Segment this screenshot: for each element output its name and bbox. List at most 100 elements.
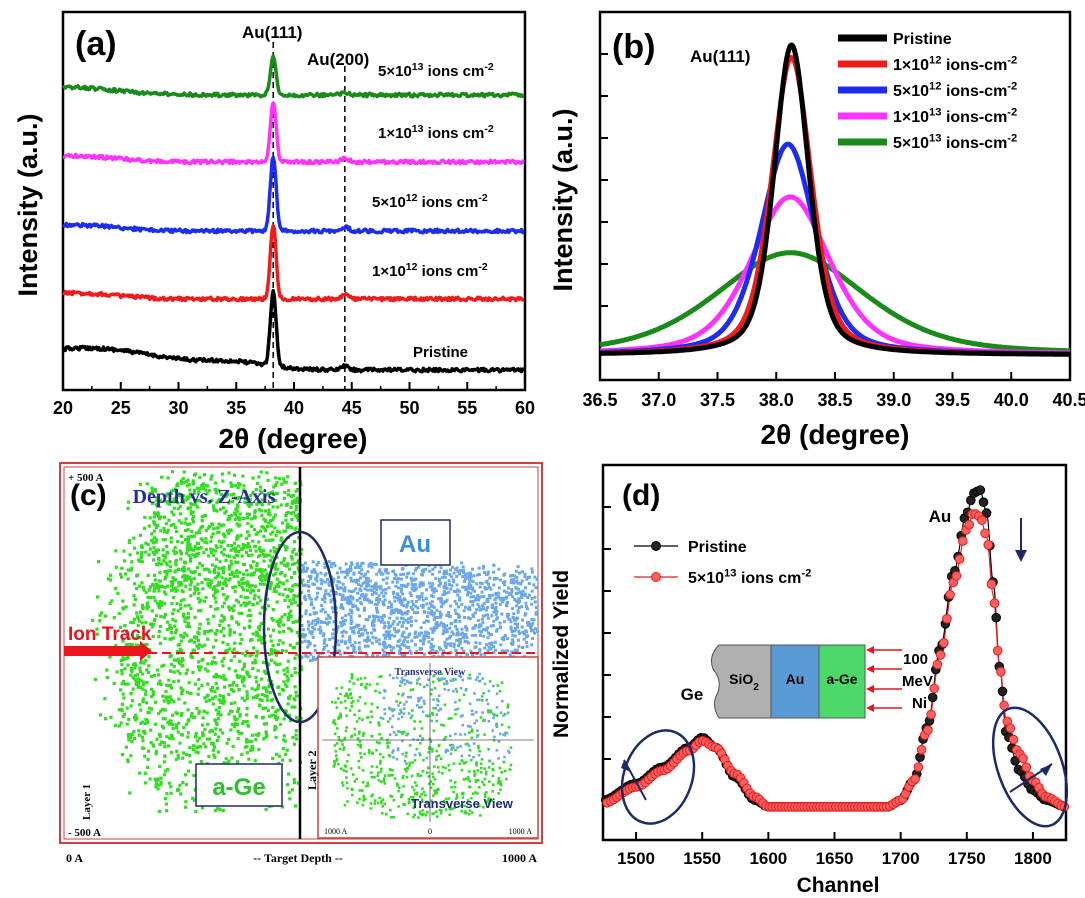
au-atom xyxy=(492,583,496,587)
inset-ge-atom xyxy=(376,706,379,709)
au-atom xyxy=(478,608,482,612)
ge-atom xyxy=(182,470,186,474)
ge-atom xyxy=(224,649,228,653)
ge-atom xyxy=(206,637,210,641)
au-atom xyxy=(338,652,342,656)
au-atom xyxy=(393,634,397,638)
inset-ge-atom xyxy=(408,764,411,767)
ge-atom xyxy=(147,664,151,668)
au-atom xyxy=(359,576,362,580)
au-atom xyxy=(311,560,315,564)
au-atom xyxy=(332,562,336,565)
ge-atom xyxy=(266,478,270,482)
au-atom xyxy=(510,578,514,582)
ge-atom xyxy=(191,571,195,575)
au-atom xyxy=(438,615,442,619)
inset-ge-atom xyxy=(415,784,418,787)
ge-atom xyxy=(146,595,150,599)
ge-atom xyxy=(237,549,241,554)
ge-atom xyxy=(234,496,238,500)
ge-atom xyxy=(181,781,185,785)
ge-atom xyxy=(190,547,194,552)
ge-atom xyxy=(168,695,172,699)
ge-atom xyxy=(295,561,300,565)
au-atom xyxy=(526,623,530,627)
ge-atom xyxy=(224,597,228,601)
au-atom xyxy=(368,579,372,583)
beam-arrowhead-icon xyxy=(866,646,874,654)
ge-atom xyxy=(126,663,130,667)
ge-atom xyxy=(158,600,162,604)
ge-atom xyxy=(216,583,220,587)
ge-atom xyxy=(191,479,195,483)
au-atom xyxy=(467,616,470,620)
au-atom xyxy=(525,641,529,645)
inset-ge-atom xyxy=(379,759,382,763)
ge-atom xyxy=(165,768,170,772)
ge-atom xyxy=(224,577,228,581)
ge-atom xyxy=(260,498,264,502)
ge-atom xyxy=(204,547,208,551)
au-atom xyxy=(478,585,482,589)
ge-atom xyxy=(296,497,300,501)
ge-atom xyxy=(153,617,157,622)
ge-atom xyxy=(130,560,134,564)
inset-ge-atom xyxy=(443,682,446,686)
au-atom xyxy=(517,644,521,648)
au-atom xyxy=(410,599,414,603)
au-atom xyxy=(486,616,490,620)
ge-atom xyxy=(156,783,160,787)
ge-atom xyxy=(196,751,200,755)
inset-au-atom xyxy=(505,731,509,735)
au-atom xyxy=(451,632,455,636)
ge-atom xyxy=(217,539,221,543)
ge-atom xyxy=(254,738,258,742)
ge-atom xyxy=(230,570,234,574)
ge-atom xyxy=(176,756,180,760)
inset-ge-atom xyxy=(338,747,342,751)
inset-ge-atom xyxy=(369,721,372,724)
ge-atom xyxy=(288,613,292,618)
au-atom xyxy=(340,616,344,620)
ge-atom xyxy=(127,733,132,737)
ge-atom xyxy=(129,754,133,758)
inset-ge-atom xyxy=(474,780,478,783)
ge-atom xyxy=(179,580,183,585)
ge-atom xyxy=(282,558,286,562)
d-point xyxy=(975,485,986,495)
ge-atom xyxy=(218,728,222,732)
au-atom xyxy=(351,595,355,599)
au-atom xyxy=(340,597,344,601)
ge-atom xyxy=(154,752,158,756)
au-atom xyxy=(469,591,473,595)
au-atom xyxy=(357,634,361,638)
inset-au-atom xyxy=(426,683,429,687)
inset-ge-atom xyxy=(480,771,483,774)
inset-ge-atom xyxy=(405,775,409,779)
ge-atom xyxy=(275,752,279,756)
ge-atom xyxy=(260,503,265,507)
au-atom xyxy=(399,589,403,593)
ge-atom xyxy=(287,713,292,717)
au-atom xyxy=(336,580,340,584)
ge-atom xyxy=(242,546,246,550)
ge-atom xyxy=(209,535,214,539)
ge-atom xyxy=(152,589,156,593)
inset-ge-atom xyxy=(483,795,487,798)
inset-ge-atom xyxy=(432,775,435,779)
ge-atom xyxy=(170,735,174,739)
ge-atom xyxy=(283,587,287,591)
inset-ge-atom xyxy=(400,731,404,734)
inset-au-atom xyxy=(437,699,440,703)
ge-atom xyxy=(276,716,280,720)
au-atom xyxy=(319,609,323,613)
inset-ge-atom xyxy=(448,813,451,816)
au-atom xyxy=(477,573,481,576)
panel-b: 36.5 37.0 37.5 38.0 38.5 39.0 39.5 40.0 40.5 (b)… xyxy=(548,10,1085,450)
ge-atom xyxy=(186,546,190,550)
ge-atom xyxy=(136,624,140,628)
ge-atom xyxy=(250,517,254,521)
ge-atom xyxy=(182,494,186,498)
ge-atom xyxy=(115,670,119,674)
d-xtick-label: 1500 xyxy=(617,849,655,868)
